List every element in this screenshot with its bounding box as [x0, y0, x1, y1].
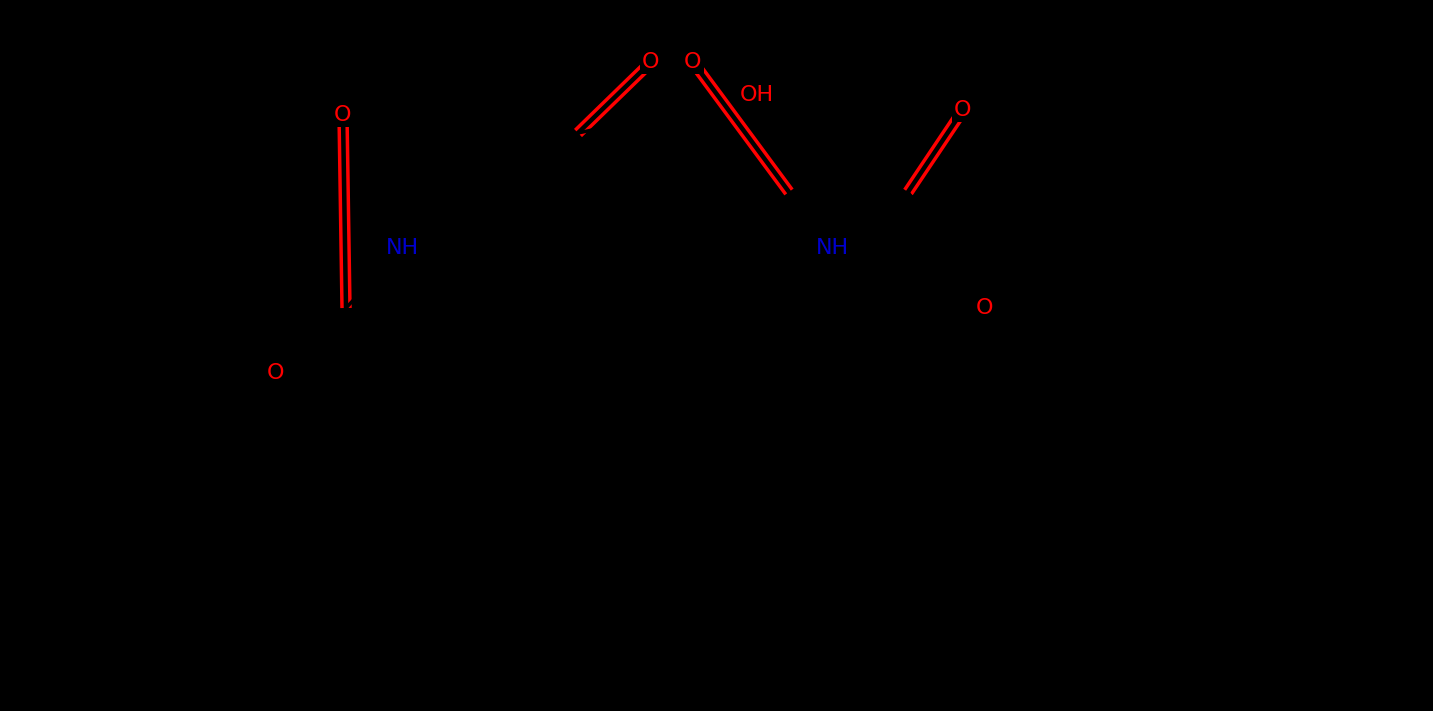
Text: O: O [267, 363, 285, 383]
Text: OH: OH [739, 85, 774, 105]
Text: O: O [954, 100, 972, 120]
Text: O: O [642, 52, 659, 72]
Text: O: O [334, 105, 351, 125]
Text: O: O [976, 298, 993, 318]
Text: NH: NH [815, 238, 848, 258]
Text: NH: NH [385, 238, 418, 258]
Text: O: O [684, 52, 702, 72]
